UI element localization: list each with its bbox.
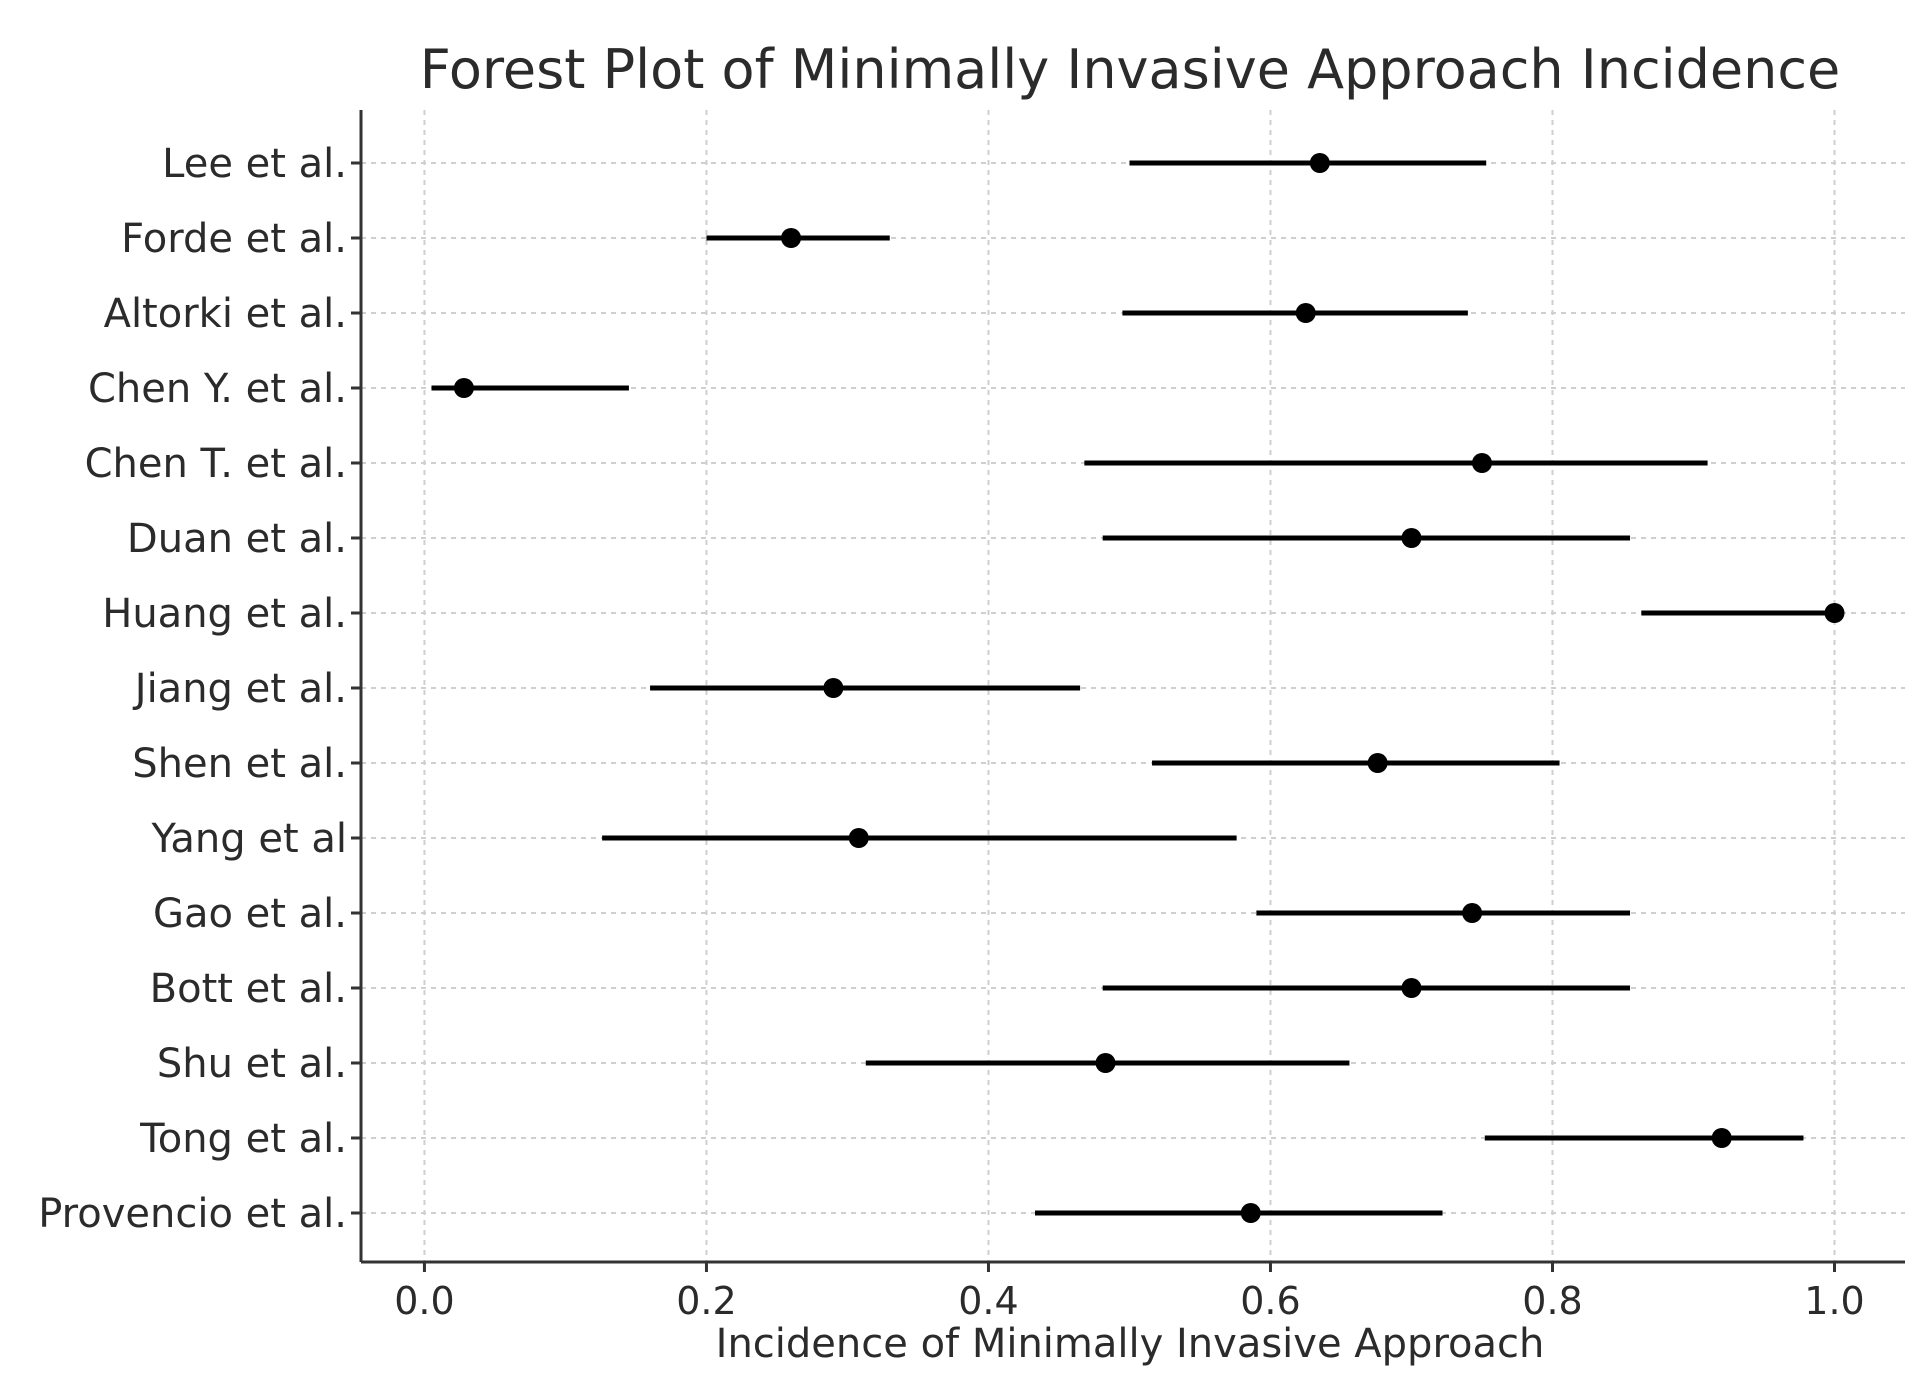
x-tick-label: 0.6: [1240, 1279, 1300, 1323]
study-label: Altorki et al.: [104, 291, 347, 337]
study-label: Bott et al.: [150, 966, 347, 1012]
study-label: Yang et al: [150, 816, 347, 862]
point-estimate: [1095, 1053, 1116, 1073]
point-estimate: [1711, 1128, 1732, 1148]
study-label: Shen et al.: [132, 741, 347, 787]
point-estimate: [1401, 528, 1422, 548]
study-label: Chen T. et al.: [85, 441, 347, 487]
study-label: Chen Y. et al.: [88, 366, 347, 412]
x-tick-label: 0.0: [394, 1279, 454, 1323]
study-label: Gao et al.: [153, 891, 347, 937]
x-tick-label: 0.2: [676, 1279, 736, 1323]
point-estimate: [823, 678, 844, 698]
point-estimate: [781, 228, 802, 248]
point-estimate: [1471, 453, 1492, 473]
point-estimate: [1240, 1203, 1261, 1223]
study-label: Huang et al.: [102, 591, 347, 637]
study-labels: Lee et al. Forde et al. Altorki et al. Chen…: [38, 141, 347, 1237]
point-estimate: [1462, 903, 1483, 923]
study-label: Provencio et al.: [38, 1191, 347, 1237]
x-ticks: 0.0 0.2 0.4 0.6 0.8 1.0: [351, 161, 1865, 1323]
study-label: Shu et al.: [157, 1041, 347, 1087]
point-estimate: [1295, 303, 1316, 323]
point-estimate: [1309, 153, 1330, 173]
study-label: Forde et al.: [121, 216, 347, 262]
study-label: Jiang et al.: [132, 666, 347, 712]
point-estimate: [1824, 603, 1845, 623]
point-estimate: [1401, 978, 1422, 998]
x-axis-label: Incidence of Minimally Invasive Approach: [716, 1321, 1545, 1367]
point-estimate: [453, 378, 474, 398]
study-label: Duan et al.: [127, 516, 347, 562]
study-estimates: [431, 153, 1845, 1223]
x-tick-label: 0.8: [1522, 1279, 1582, 1323]
point-estimate: [1367, 753, 1388, 773]
study-label: Tong et al.: [139, 1116, 347, 1162]
x-tick-label: 1.0: [1804, 1279, 1864, 1323]
chart-title: Forest Plot of Minimally Invasive Approa…: [420, 38, 1841, 101]
x-tick-label: 0.4: [958, 1279, 1018, 1323]
study-label: Lee et al.: [162, 141, 347, 187]
grid-layer: [361, 110, 1905, 1262]
point-estimate: [848, 828, 869, 848]
axes-layer: [359, 110, 1905, 1264]
